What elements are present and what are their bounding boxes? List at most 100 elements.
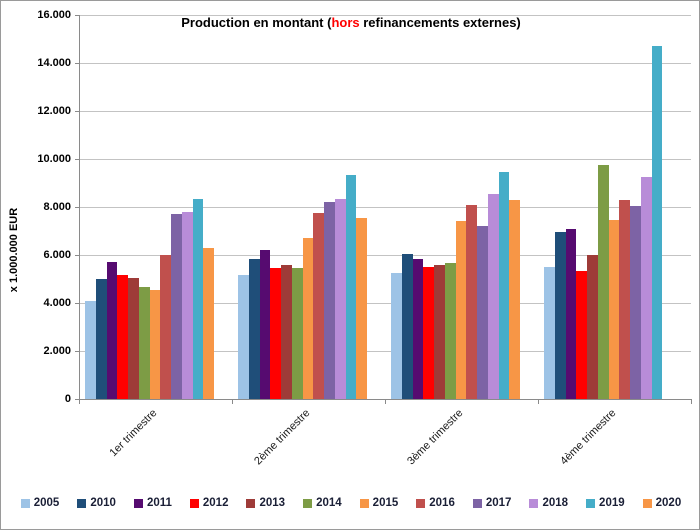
bar-2012-q4: [576, 270, 587, 399]
bar-2011-q4: [565, 228, 577, 399]
bar-2019-q2: [345, 174, 357, 399]
bar-2018-q1: [181, 211, 193, 399]
legend-swatch-icon: [416, 498, 426, 508]
bar-2015-q4: [608, 220, 620, 399]
bar-2019-q4: [651, 46, 663, 399]
x-tick-mark: [538, 400, 539, 404]
chart-title-prefix: Production en montant (: [181, 15, 332, 30]
bar-2013-q4: [587, 255, 598, 399]
bar-2010-q4: [554, 232, 566, 399]
legend-swatch-icon: [586, 498, 596, 508]
legend-label: 2020: [655, 497, 682, 509]
x-tick-mark: [79, 400, 80, 404]
bar-2010-q3: [401, 253, 413, 399]
legend-label: 2015: [372, 497, 399, 509]
legend-swatch-icon: [189, 498, 199, 508]
bar-2016-q3: [466, 204, 477, 399]
y-tick-mark: [75, 111, 79, 112]
y-tick-label: 4.000: [43, 297, 71, 309]
bar-2005-q2: [238, 275, 249, 399]
chart-title: Production en montant (hors refinancemen…: [1, 15, 699, 30]
legend-item-2018: 2018: [529, 497, 568, 509]
bar-2013-q3: [434, 264, 445, 399]
y-tick-mark: [75, 399, 79, 400]
x-tick-mark: [691, 400, 692, 404]
y-tick-label: 2.000: [43, 345, 71, 357]
legend-label: 2012: [202, 497, 229, 509]
legend-item-2019: 2019: [586, 497, 625, 509]
legend-label: 2011: [146, 497, 172, 509]
bar-2013-q1: [128, 277, 139, 399]
y-tick-mark: [75, 15, 79, 16]
legend-swatch-icon: [303, 498, 313, 508]
gridline: [79, 159, 691, 160]
chart-title-suffix: refinancements externes): [359, 15, 521, 30]
legend-item-2011: 2011: [133, 497, 172, 509]
y-tick-mark: [75, 63, 79, 64]
y-tick-label: 6.000: [43, 249, 71, 261]
y-tick-label: 10.000: [37, 153, 71, 165]
legend-swatch-icon: [133, 498, 143, 508]
legend-label: 2010: [90, 497, 116, 509]
legend-item-2017: 2017: [472, 497, 512, 509]
bar-2005-q4: [544, 267, 555, 399]
legend-swatch-icon: [359, 498, 369, 508]
bar-2016-q4: [619, 199, 630, 399]
bar-2019-q3: [498, 172, 510, 399]
bar-2020-q1: [203, 247, 214, 399]
legend-label: 2005: [33, 497, 60, 509]
gridline: [79, 255, 691, 256]
x-tick-mark: [385, 400, 386, 404]
y-tick-mark: [75, 207, 79, 208]
legend-swatch-icon: [472, 498, 482, 508]
legend-swatch-icon: [529, 498, 539, 508]
y-tick-mark: [75, 159, 79, 160]
bar-2016-q1: [160, 255, 171, 399]
legend-label: 2014: [316, 497, 342, 509]
y-axis-line: [79, 15, 80, 400]
bar-2012-q2: [270, 268, 281, 399]
legend-item-2020: 2020: [642, 497, 682, 509]
legend-swatch-icon: [642, 498, 652, 508]
bar-2014-q4: [597, 165, 609, 399]
legend-swatch-icon: [20, 498, 30, 508]
legend-item-2014: 2014: [303, 497, 342, 509]
bar-2010-q2: [248, 258, 260, 399]
legend: 2005 2010 2011 2012 2013 2014 2015 2016 2017 2018…: [1, 497, 699, 509]
legend-item-2016: 2016: [416, 497, 455, 509]
legend-label: 2017: [485, 497, 512, 509]
bar-2017-q2: [324, 202, 335, 399]
x-tick-mark: [232, 400, 233, 404]
bar-2005-q1: [85, 300, 96, 399]
bar-2020-q3: [509, 199, 520, 399]
y-tick-label: 12.000: [37, 105, 71, 117]
x-axis-line: [79, 399, 692, 400]
bar-2020-q2: [356, 217, 367, 399]
legend-item-2012: 2012: [189, 497, 229, 509]
legend-label: 2016: [429, 497, 455, 509]
bar-2011-q1: [106, 262, 118, 399]
legend-swatch-icon: [77, 498, 87, 508]
bar-2015-q3: [455, 221, 467, 399]
legend-item-2015: 2015: [359, 497, 399, 509]
bar-2019-q1: [192, 198, 204, 399]
bar-2013-q2: [281, 264, 292, 399]
y-tick-label: 8.000: [43, 201, 71, 213]
legend-item-2010: 2010: [77, 497, 116, 509]
bar-2014-q1: [138, 287, 150, 399]
bar-2017-q3: [477, 226, 488, 399]
bar-2012-q3: [423, 267, 434, 399]
legend-item-2013: 2013: [246, 497, 285, 509]
gridline: [79, 111, 691, 112]
bar-2014-q3: [444, 263, 456, 399]
y-tick-mark: [75, 303, 79, 304]
legend-item-2005: 2005: [20, 497, 60, 509]
bar-2011-q3: [412, 258, 424, 399]
bar-2017-q1: [171, 214, 182, 399]
legend-label: 2013: [259, 497, 286, 509]
bar-2017-q4: [630, 205, 641, 399]
bar-2018-q2: [334, 198, 346, 399]
y-tick-mark: [75, 351, 79, 352]
gridline: [79, 63, 691, 64]
